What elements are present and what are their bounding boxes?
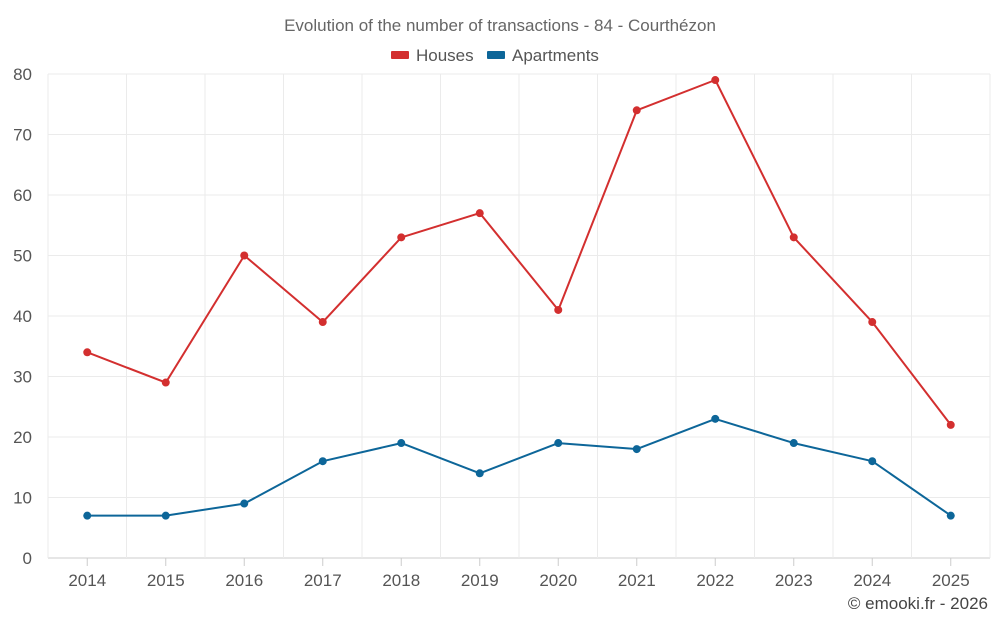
series-line-houses xyxy=(86,79,952,426)
x-tick-label: 2015 xyxy=(147,571,185,590)
data-point-houses[interactable] xyxy=(632,106,641,115)
data-point-houses[interactable] xyxy=(868,318,877,327)
data-point-apartments[interactable] xyxy=(946,511,955,520)
series-line-apartments xyxy=(87,417,952,517)
data-point-apartments[interactable] xyxy=(318,457,327,466)
y-tick-label: 70 xyxy=(13,126,32,145)
data-point-houses[interactable] xyxy=(397,233,406,242)
legend-swatch-apartments xyxy=(487,51,505,59)
data-point-apartments[interactable] xyxy=(711,414,720,423)
data-point-houses[interactable] xyxy=(475,209,484,218)
x-tick-label: 2018 xyxy=(382,571,420,590)
chart-title: Evolution of the number of transactions … xyxy=(284,16,716,35)
data-point-apartments[interactable] xyxy=(397,439,406,448)
data-point-apartments[interactable] xyxy=(161,511,170,520)
data-point-houses[interactable] xyxy=(711,76,720,85)
x-tick-label: 2014 xyxy=(68,571,106,590)
y-tick-label: 30 xyxy=(13,368,32,387)
legend-item-houses[interactable]: Houses xyxy=(391,46,474,65)
data-point-houses[interactable] xyxy=(318,318,327,327)
x-tick-label: 2019 xyxy=(461,571,499,590)
x-tick-label: 2017 xyxy=(304,571,342,590)
data-point-apartments[interactable] xyxy=(554,439,563,448)
data-point-houses[interactable] xyxy=(946,420,955,429)
y-tick-label: 20 xyxy=(13,428,32,447)
data-point-apartments[interactable] xyxy=(240,499,249,508)
data-point-apartments[interactable] xyxy=(632,445,641,454)
x-tick-label: 2023 xyxy=(775,571,813,590)
grid xyxy=(47,73,991,559)
x-tick-label: 2020 xyxy=(539,571,577,590)
data-point-apartments[interactable] xyxy=(789,439,798,448)
x-tick-label: 2022 xyxy=(696,571,734,590)
data-point-houses[interactable] xyxy=(240,251,249,260)
legend-label-apartments: Apartments xyxy=(512,46,599,65)
data-point-houses[interactable] xyxy=(161,378,170,387)
data-point-apartments[interactable] xyxy=(868,457,877,466)
legend-label-houses: Houses xyxy=(416,46,474,65)
series-layer xyxy=(83,76,955,520)
y-axis: 0 10 20 30 40 50 60 70 80 xyxy=(13,65,32,568)
x-tick-label: 2025 xyxy=(932,571,970,590)
data-point-houses[interactable] xyxy=(554,305,563,314)
y-tick-label: 50 xyxy=(13,247,32,266)
legend-swatch-houses xyxy=(391,51,409,59)
legend: Houses Apartments xyxy=(391,46,599,65)
x-axis: 2014 2015 2016 2017 2018 2019 2020 2021 2022 2023… xyxy=(68,558,970,590)
y-tick-label: 0 xyxy=(23,549,32,568)
x-tick-label: 2016 xyxy=(225,571,263,590)
credit-text: © emooki.fr - 2026 xyxy=(848,594,988,613)
y-tick-label: 10 xyxy=(13,489,32,508)
data-point-apartments[interactable] xyxy=(83,511,92,520)
x-tick-label: 2024 xyxy=(853,571,891,590)
series-houses xyxy=(83,76,955,429)
data-point-houses[interactable] xyxy=(789,233,798,242)
y-tick-label: 80 xyxy=(13,65,32,84)
data-point-houses[interactable] xyxy=(83,348,92,357)
y-tick-label: 60 xyxy=(13,186,32,205)
data-point-apartments[interactable] xyxy=(475,469,484,478)
legend-item-apartments[interactable]: Apartments xyxy=(487,46,599,65)
y-tick-label: 40 xyxy=(13,307,32,326)
series-apartments xyxy=(83,414,955,520)
x-tick-label: 2021 xyxy=(618,571,656,590)
